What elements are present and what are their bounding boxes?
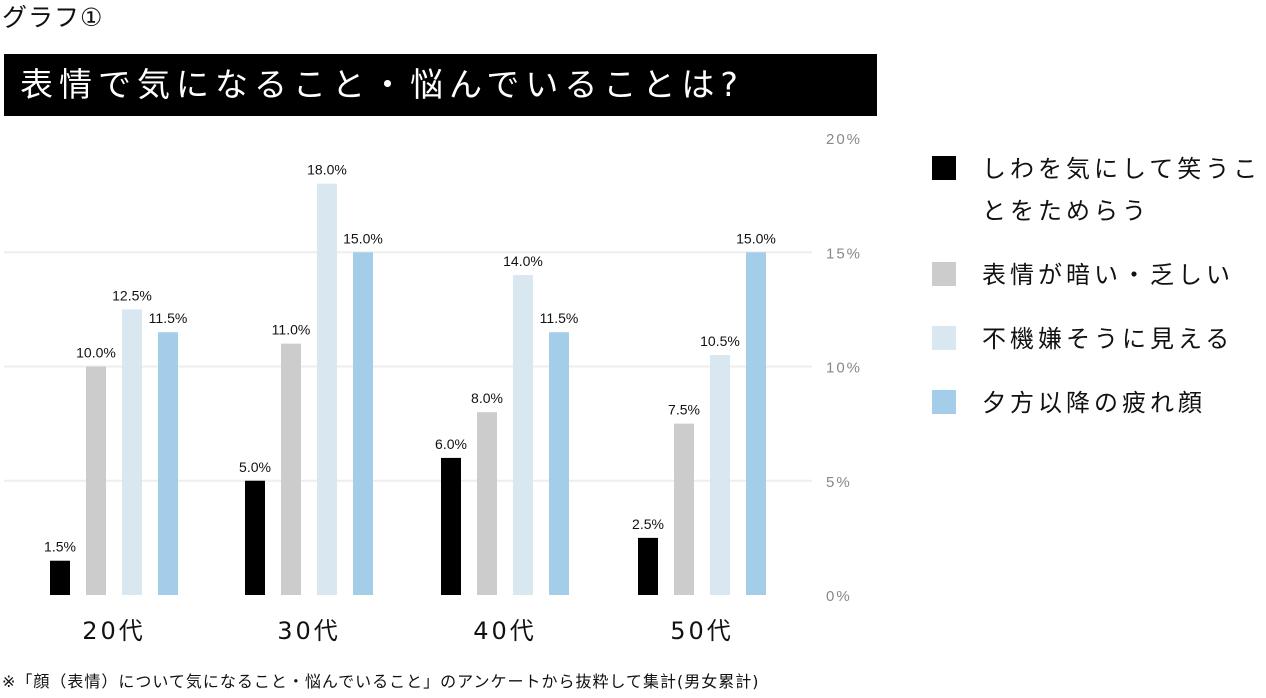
bar-20代-series-1: [50, 560, 70, 595]
legend-label-series-1: しわを気にして笑うことをためらう: [982, 155, 1262, 225]
legend-item-series-1: しわを気にして笑うことをためらう: [932, 148, 1266, 232]
bar-40代-series-4: [549, 332, 569, 595]
value-label-20代-series-2: 10.0%: [76, 345, 116, 361]
legend-item-series-4: 夕方以降の疲れ顔: [932, 382, 1266, 424]
value-label-20代-series-4: 11.5%: [149, 310, 188, 326]
footnote: ※「顔（表情）について気になること・悩んでいること」のアンケートから抜粋して集計…: [2, 672, 760, 691]
y-tick-label-15: 15%: [826, 245, 862, 262]
value-label-50代-series-1: 2.5%: [632, 516, 664, 532]
value-label-20代-series-3: 12.5%: [112, 287, 152, 303]
chart-title: 表情で気になること・悩んでいることは?: [4, 54, 877, 116]
bar-20代-series-4: [158, 332, 178, 595]
bar-30代-series-4: [353, 252, 373, 595]
bar-20代-series-3: [122, 309, 142, 595]
bar-50代-series-2: [674, 423, 694, 595]
value-label-50代-series-2: 7.5%: [668, 402, 700, 418]
legend-swatch-series-1: [932, 156, 956, 180]
category-label-20代: 20代: [82, 617, 146, 645]
bar-30代-series-3: [317, 183, 337, 595]
legend-swatch-series-3: [932, 326, 956, 350]
bar-30代-series-2: [281, 343, 301, 595]
value-label-30代-series-4: 15.0%: [343, 230, 383, 246]
value-labels: 1.5% 10.0% 12.5% 11.5% 5.0% 11.0% 18.0% 15.0% 6.…: [44, 162, 776, 555]
bars: [50, 183, 766, 595]
legend-item-series-3: 不機嫌そうに見える: [932, 318, 1266, 360]
legend-label-series-4: 夕方以降の疲れ顔: [982, 389, 1206, 417]
bar-50代-series-1: [638, 537, 658, 595]
value-label-40代-series-4: 11.5%: [540, 310, 579, 326]
legend-label-series-2: 表情が暗い・乏しい: [982, 261, 1234, 289]
value-label-30代-series-1: 5.0%: [239, 459, 271, 475]
graph-number-label: グラフ①: [2, 3, 104, 32]
category-label-40代: 40代: [473, 617, 537, 645]
y-axis-tick-labels: 0% 5% 10% 15% 20%: [826, 131, 862, 605]
category-labels: 20代 30代 40代 50代: [82, 617, 734, 645]
value-label-50代-series-4: 15.0%: [736, 230, 776, 246]
bar-40代-series-3: [513, 275, 533, 595]
value-label-40代-series-3: 14.0%: [503, 253, 543, 269]
y-tick-label-5: 5%: [826, 474, 852, 491]
value-label-40代-series-2: 8.0%: [471, 390, 503, 406]
y-tick-label-0: 0%: [826, 588, 852, 605]
bar-20代-series-2: [86, 366, 106, 595]
bar-50代-series-4: [746, 252, 766, 595]
y-tick-label-10: 10%: [826, 360, 862, 377]
value-label-30代-series-2: 11.0%: [272, 322, 311, 338]
legend: しわを気にして笑うことをためらう 表情が暗い・乏しい 不機嫌そうに見える 夕方以…: [932, 148, 1266, 446]
category-label-30代: 30代: [277, 617, 341, 645]
legend-swatch-series-2: [932, 262, 956, 286]
y-tick-label-20: 20%: [826, 131, 862, 148]
legend-swatch-series-4: [932, 390, 956, 414]
legend-item-series-2: 表情が暗い・乏しい: [932, 254, 1266, 296]
bar-40代-series-2: [477, 412, 497, 595]
value-label-30代-series-3: 18.0%: [307, 162, 347, 178]
category-label-50代: 50代: [670, 617, 734, 645]
bar-30代-series-1: [245, 480, 265, 595]
legend-label-series-3: 不機嫌そうに見える: [982, 325, 1234, 353]
bar-40代-series-1: [441, 457, 461, 595]
value-label-50代-series-3: 10.5%: [700, 333, 740, 349]
value-label-40代-series-1: 6.0%: [435, 436, 467, 452]
bar-50代-series-3: [710, 355, 730, 595]
value-label-20代-series-1: 1.5%: [44, 539, 76, 555]
